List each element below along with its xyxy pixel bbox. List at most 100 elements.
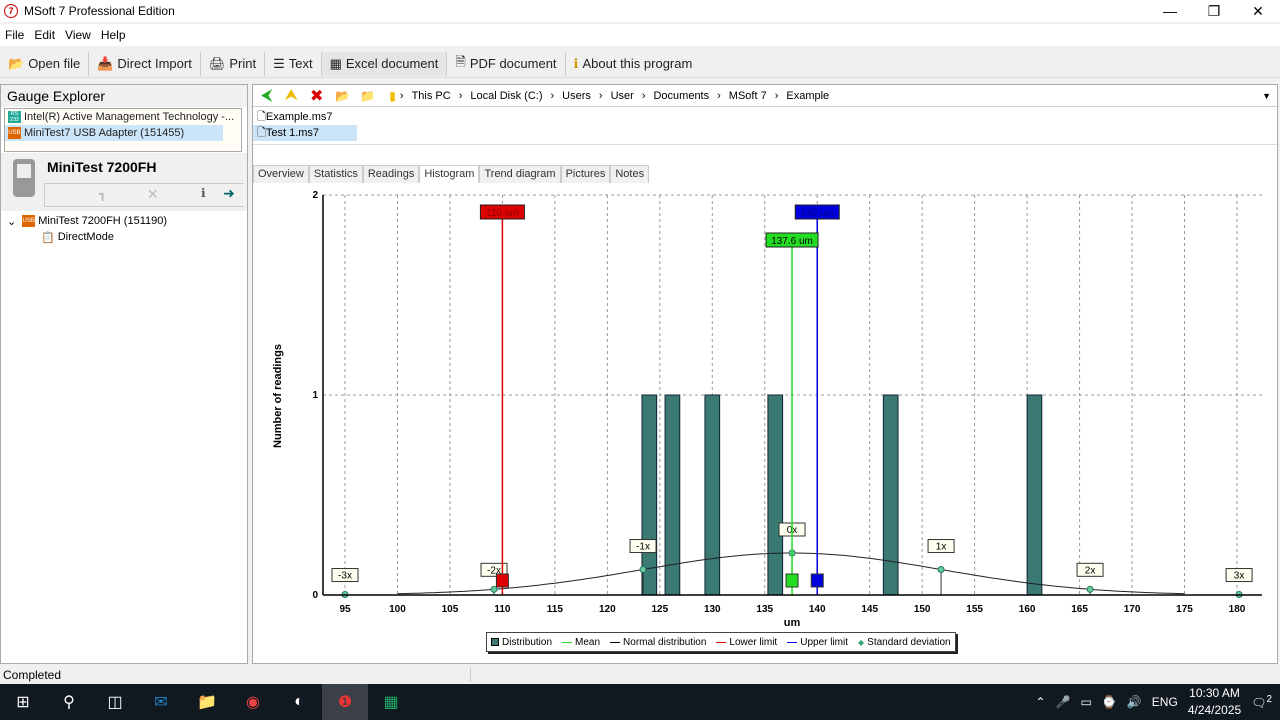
folder-icon[interactable]: 📁 xyxy=(360,88,376,103)
tab-trend-diagram[interactable]: Trend diagram xyxy=(479,165,561,183)
device-tree: ⌄ USB MiniTest 7200FH (151190) 📋 DirectMode xyxy=(1,213,247,245)
battery-icon[interactable]: ▭ xyxy=(1080,695,1092,709)
about-button[interactable]: ℹ About this program xyxy=(573,55,693,72)
gauge-explorer-title: Gauge Explorer xyxy=(1,85,247,107)
breadcrumb-item[interactable]: Documents xyxy=(653,89,710,102)
rs232-icon: RS 232 xyxy=(8,111,21,123)
start-button[interactable]: ⊞ xyxy=(16,694,30,711)
device-item[interactable]: RS 232 Intel(R) Active Management Technol… xyxy=(8,111,235,123)
tab-overview[interactable]: Overview xyxy=(253,165,309,183)
histogram-bar xyxy=(767,394,784,596)
delete-icon[interactable]: ✕ xyxy=(147,186,159,202)
chevron-up-icon[interactable]: ⌃ xyxy=(1035,695,1046,709)
import-icon: 📥 xyxy=(97,55,114,71)
close-icon[interactable]: ✖ xyxy=(309,87,324,105)
mean-label-box xyxy=(765,232,819,248)
x-tick-label: 130 xyxy=(704,604,721,615)
excel-icon[interactable]: ▦ xyxy=(383,694,399,711)
upper-limit-marker xyxy=(810,573,824,588)
system-tray: ⌃ 🎤 ▭ ⌚ 🔊 ENG 10:30 AM 4/24/2025 🗨2 xyxy=(1036,684,1280,720)
text-icon: ☰ xyxy=(273,55,285,71)
menu-bar: File Edit View Help xyxy=(0,24,1280,46)
text-button[interactable]: ☰ Text xyxy=(265,51,322,76)
sd-label-box xyxy=(927,539,955,554)
histogram-bar xyxy=(704,394,721,596)
sd-label: -1x xyxy=(636,542,650,553)
pdf-document-button[interactable]: 🗎 PDF document xyxy=(447,51,566,76)
maximize-button[interactable]: ❐ xyxy=(1207,2,1221,19)
volume-icon[interactable]: 🔊 xyxy=(1126,695,1142,709)
file-icon: 🗋 xyxy=(257,110,266,123)
print-icon: 🖨 xyxy=(208,55,226,71)
arrow-right-icon[interactable]: ➜ xyxy=(223,185,235,201)
tab-pictures[interactable]: Pictures xyxy=(560,165,611,183)
sd-label-box xyxy=(480,562,508,577)
dropdown-icon[interactable]: ▼ xyxy=(1262,90,1271,101)
microphone-icon[interactable]: 🎤 xyxy=(1055,695,1071,709)
status-text: Completed xyxy=(3,668,62,682)
x-tick-label: 125 xyxy=(651,604,668,615)
file-item[interactable]: 🗋 Test 1.ms7 xyxy=(253,125,357,141)
sd-marker xyxy=(639,566,647,574)
wifi-icon[interactable]: ⌚ xyxy=(1101,695,1117,709)
msoft-icon[interactable]: ❶ xyxy=(322,684,368,720)
up-icon[interactable]: ⮝ xyxy=(284,86,298,104)
file-icon: 🗋 xyxy=(257,126,266,139)
minimize-button[interactable]: — xyxy=(1163,3,1177,19)
breadcrumb-item[interactable]: MSoft 7 xyxy=(728,89,767,102)
legend-standard-deviation: ◆ Standard deviation xyxy=(858,636,951,648)
menu-edit[interactable]: Edit xyxy=(34,28,56,42)
chevron-down-icon[interactable]: ⌄ xyxy=(7,215,17,228)
x-axis-label: um xyxy=(784,617,801,629)
breadcrumb-item[interactable]: Users xyxy=(562,89,591,102)
tab-readings[interactable]: Readings xyxy=(362,165,420,183)
menu-file[interactable]: File xyxy=(5,28,25,42)
notifications-icon[interactable]: 🗨2 xyxy=(1251,694,1272,710)
navigation-bar: ⮜ ⮝ ✖ 📂 📁 ▮ › This PC › Local Disk (C:) › U… xyxy=(253,85,1277,107)
legend-mean: Mean xyxy=(562,637,600,648)
task-view-icon[interactable]: ◫ xyxy=(107,694,123,711)
open-file-button[interactable]: 📂 Open file xyxy=(0,51,90,76)
direct-import-button[interactable]: 📥 Direct Import xyxy=(89,51,201,76)
tab-histogram[interactable]: Histogram xyxy=(419,165,480,183)
info-icon[interactable]: ℹ xyxy=(201,186,206,200)
outlook-icon[interactable]: ✉ xyxy=(154,694,168,711)
x-tick-label: 170 xyxy=(1124,604,1141,615)
sd-label-box xyxy=(629,539,657,554)
y-axis-label: Number of readings xyxy=(272,344,284,448)
excel-document-button[interactable]: ▦ Excel document xyxy=(321,51,448,76)
language-indicator[interactable]: ENG xyxy=(1151,695,1178,709)
tree-item[interactable]: 📋 DirectMode xyxy=(41,231,114,244)
x-tick-label: 150 xyxy=(914,604,931,615)
close-button[interactable]: ✕ xyxy=(1252,2,1264,19)
x-tick-label: 180 xyxy=(1229,604,1246,615)
x-tick-label: 165 xyxy=(1071,604,1088,615)
x-tick-label: 155 xyxy=(966,604,983,615)
print-button[interactable]: 🖨 Print xyxy=(201,51,266,76)
info-icon: ℹ xyxy=(573,55,579,71)
tab-notes[interactable]: Notes xyxy=(610,165,650,183)
app-icon[interactable]: ◐ xyxy=(294,693,304,710)
tab-statistics[interactable]: Statistics xyxy=(308,165,363,183)
open-folder-icon[interactable]: 📂 xyxy=(335,88,351,103)
clock[interactable]: 10:30 AM 4/24/2025 xyxy=(1187,686,1242,717)
search-icon[interactable]: ⚲ xyxy=(63,694,75,711)
breadcrumb-item[interactable]: User xyxy=(610,89,634,102)
file-item[interactable]: 🗋 Example.ms7 xyxy=(253,109,1277,125)
tree-item[interactable]: ⌄ USB MiniTest 7200FH (151190) xyxy=(7,215,168,228)
status-bar: Completed xyxy=(0,666,1280,684)
menu-help[interactable]: Help xyxy=(100,28,126,42)
back-icon[interactable]: ⮜ xyxy=(261,86,273,104)
lower-limit-label: 110 um xyxy=(486,208,519,219)
disconnect-icon[interactable]: ┓ xyxy=(99,187,107,201)
breadcrumb-item[interactable]: This PC xyxy=(411,89,451,102)
file-explorer-icon[interactable]: 📁 xyxy=(197,694,217,711)
breadcrumb-item[interactable]: Local Disk (C:) xyxy=(470,89,543,102)
y-tick-label: 2 xyxy=(312,190,318,201)
chrome-icon[interactable]: ◉ xyxy=(246,694,260,711)
menu-view[interactable]: View xyxy=(65,28,91,42)
breadcrumb-item[interactable]: Example xyxy=(786,89,830,102)
device-item[interactable]: USB MiniTest7 USB Adapter (151455) xyxy=(5,125,223,141)
app-logo-icon: 7 xyxy=(4,4,18,18)
histogram-bar xyxy=(641,394,658,596)
